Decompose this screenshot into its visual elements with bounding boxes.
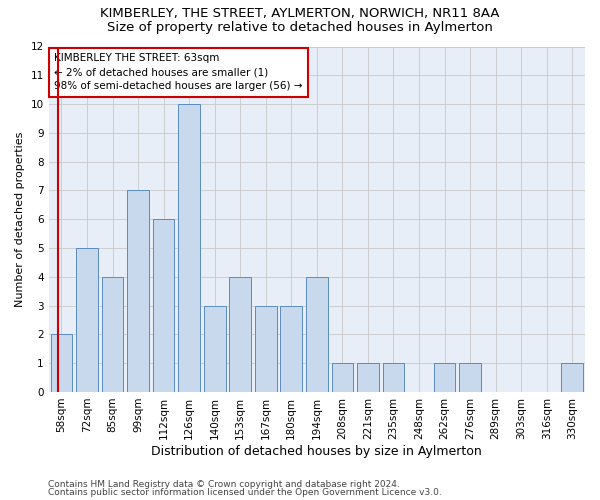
Y-axis label: Number of detached properties: Number of detached properties: [15, 132, 25, 307]
Bar: [434, 363, 455, 392]
Bar: [459, 363, 481, 392]
Bar: [204, 306, 226, 392]
Bar: [332, 363, 353, 392]
Bar: [50, 334, 72, 392]
Bar: [178, 104, 200, 392]
Text: Contains HM Land Registry data © Crown copyright and database right 2024.: Contains HM Land Registry data © Crown c…: [48, 480, 400, 489]
Bar: [280, 306, 302, 392]
X-axis label: Distribution of detached houses by size in Aylmerton: Distribution of detached houses by size …: [151, 444, 482, 458]
Bar: [153, 219, 175, 392]
Bar: [383, 363, 404, 392]
Bar: [562, 363, 583, 392]
Bar: [306, 277, 328, 392]
Bar: [76, 248, 98, 392]
Text: KIMBERLEY THE STREET: 63sqm
← 2% of detached houses are smaller (1)
98% of semi-: KIMBERLEY THE STREET: 63sqm ← 2% of deta…: [54, 54, 302, 92]
Bar: [357, 363, 379, 392]
Bar: [127, 190, 149, 392]
Text: Size of property relative to detached houses in Aylmerton: Size of property relative to detached ho…: [107, 21, 493, 34]
Text: Contains public sector information licensed under the Open Government Licence v3: Contains public sector information licen…: [48, 488, 442, 497]
Bar: [255, 306, 277, 392]
Bar: [101, 277, 124, 392]
Text: KIMBERLEY, THE STREET, AYLMERTON, NORWICH, NR11 8AA: KIMBERLEY, THE STREET, AYLMERTON, NORWIC…: [100, 8, 500, 20]
Bar: [229, 277, 251, 392]
